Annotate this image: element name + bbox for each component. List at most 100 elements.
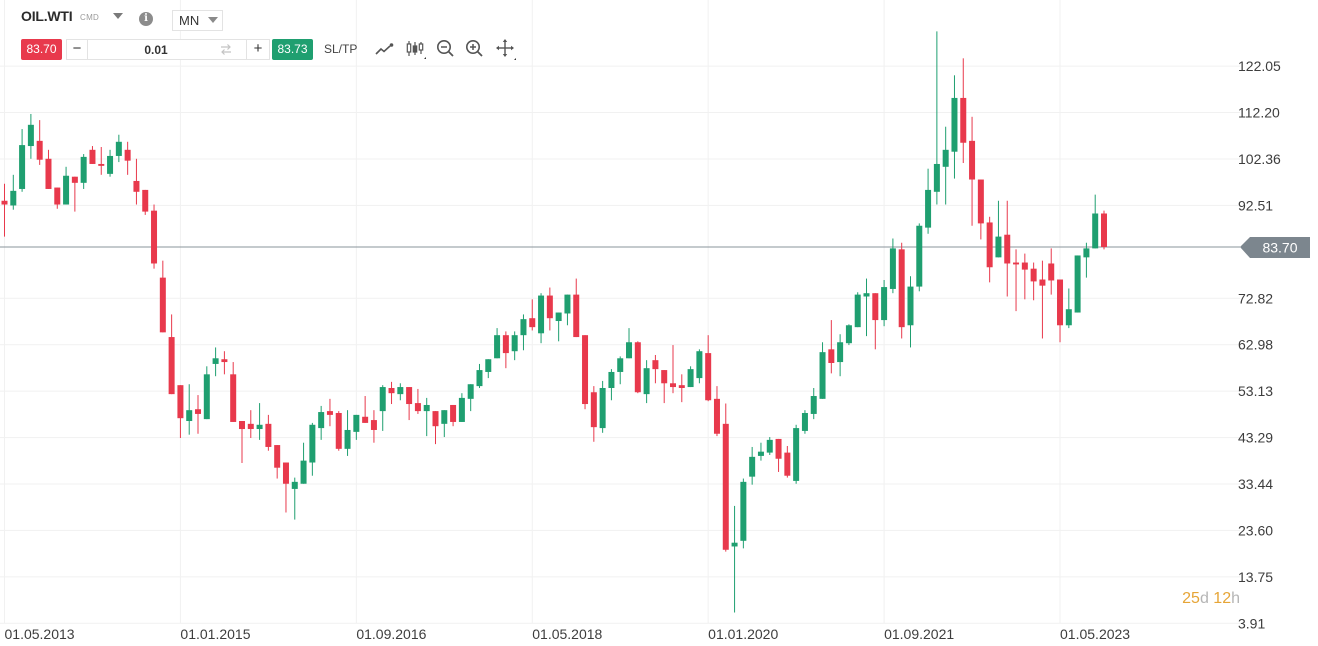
candle-body [362,416,369,423]
candle-body [458,397,465,422]
candle-body [1,200,8,205]
y-tick-label: 33.44 [1238,476,1273,492]
candle-body [713,398,720,434]
candle-bullish [107,149,114,177]
candle-body [432,411,439,427]
candle-body [793,428,800,481]
decrease-volume-button[interactable]: − [67,40,88,59]
y-tick-label: 62.98 [1238,337,1273,353]
candle-bearish [133,158,140,205]
candle-body [749,456,756,477]
candle-bullish [925,168,932,234]
candle-body [661,370,668,384]
candle-bearish [652,354,659,384]
candle-body [370,420,377,430]
candle-body [63,175,70,205]
buy-button[interactable]: 83.73 [272,39,313,60]
candle-body [722,423,729,550]
candle-body [819,352,826,399]
candle-bullish [186,384,193,435]
candle-body [186,410,193,422]
candle-bearish [54,187,61,209]
y-tick-label: 112.20 [1238,105,1280,121]
candle-body [247,423,254,430]
candle-body [1021,262,1028,270]
symbol-dropdown-caret-icon[interactable] [112,12,124,20]
candle-bearish [159,260,166,333]
candle-bullish [907,276,914,348]
candle-bullish [731,505,738,613]
candle-bearish [326,398,333,427]
candle-body [344,429,351,449]
x-tick-label: 01.01.2015 [180,626,250,642]
candle-bearish [168,314,175,395]
candle-bullish [63,166,70,205]
move-icon[interactable] [495,38,517,60]
zoom-in-icon[interactable] [464,38,486,60]
candle-body [212,358,219,364]
line-chart-icon[interactable] [374,38,396,60]
candle-bullish [564,294,571,326]
candle-bearish [573,278,580,338]
candle-bearish [370,410,377,443]
candle-bullish [423,397,430,437]
candle-body [538,295,545,334]
candle-bullish [740,478,747,549]
symbol-name: OIL.WTI [21,8,73,24]
candle-bearish [898,242,905,339]
y-axis[interactable]: 122.05 112.20 102.36 92.51 72.82 62.98 53.13 43… [1238,58,1281,631]
candle-bearish [828,320,835,374]
candle-bullish [353,414,360,440]
candle-bullish [511,331,518,361]
x-axis[interactable]: 01.05.2013 01.01.2015 01.09.2016 01.05.2018… [5,626,1131,642]
candle-body [784,452,791,476]
candle-bearish [1,183,8,237]
x-tick-label: 01.01.2020 [708,626,778,642]
candle-bullish [995,200,1002,258]
info-icon[interactable]: i [139,12,153,26]
candle-bearish [247,410,254,438]
candle-body [124,149,131,161]
candle-body [414,403,421,412]
candle-bearish [1039,260,1046,339]
candle-body [494,335,501,359]
candle-body [582,335,589,405]
candle-bullish [1092,194,1099,249]
candle-body [1030,268,1037,282]
candle-bullish [1065,288,1072,329]
candle-bearish [406,387,413,421]
candle-bullish [256,403,263,440]
volume-input[interactable] [88,40,224,59]
candle-body [564,294,571,314]
candle-body [872,293,879,321]
candle-bullish [951,75,958,179]
candle-body [757,451,764,456]
candle-body [80,156,87,183]
y-tick-label: 72.82 [1238,290,1273,306]
x-tick-label: 01.09.2016 [356,626,426,642]
candle-body [221,359,228,363]
candle-body [256,424,263,430]
timeframe-select[interactable]: MN [172,10,223,31]
candle-bearish [98,146,105,175]
swap-icon[interactable] [219,42,233,56]
candle-body [731,542,738,547]
candle-bearish [274,445,281,479]
candle-body [98,163,105,166]
zoom-out-icon[interactable] [435,38,457,60]
increase-volume-button[interactable]: + [246,40,269,59]
candle-bearish [362,396,369,423]
sl-tp-button[interactable]: SL/TP [324,42,358,56]
candle-body [810,396,817,414]
candle-bearish [414,388,421,414]
sell-button[interactable]: 83.70 [21,39,62,60]
candle-bullish [863,278,870,337]
candle-body [766,439,773,453]
candlestick-icon[interactable] [405,38,427,60]
candle-body [608,371,615,388]
candle-bearish [969,116,976,226]
candle-body [1039,279,1046,286]
price-tag-value: 83.70 [1262,240,1297,256]
candle-bullish [933,31,940,205]
